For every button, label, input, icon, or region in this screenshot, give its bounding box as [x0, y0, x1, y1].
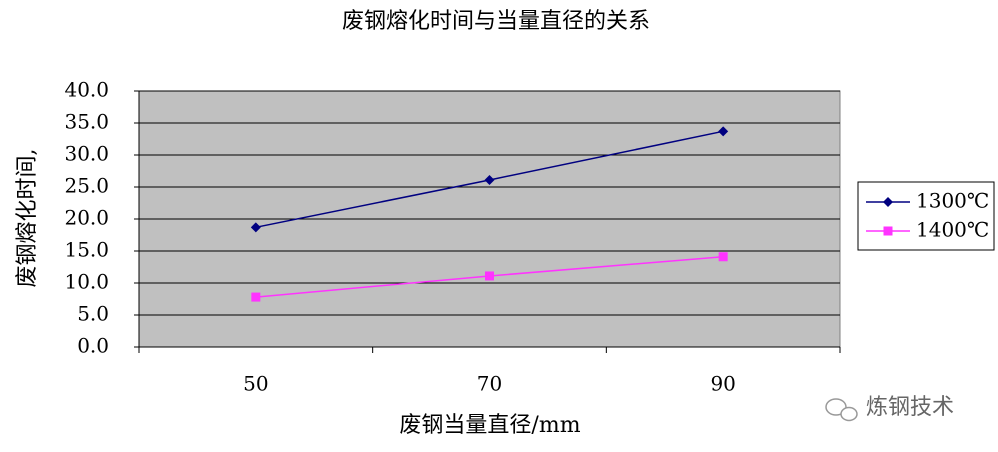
x-tick-label: 90 — [710, 372, 735, 396]
marker — [883, 226, 893, 236]
watermark: 炼钢技术 — [866, 395, 954, 420]
legend-label: 1400℃ — [916, 218, 989, 242]
y-tick-label: 0.0 — [77, 334, 109, 358]
y-tick-label: 20.0 — [64, 206, 109, 230]
legend-box — [857, 181, 995, 251]
marker — [485, 271, 494, 281]
y-tick-label: 40.0 — [64, 78, 109, 102]
y-axis-title: 废钢熔化时间, — [15, 149, 40, 288]
x-tick-label: 70 — [477, 372, 502, 396]
legend-label: 1300℃ — [916, 189, 989, 213]
y-tick-label: 5.0 — [77, 302, 109, 326]
marker — [883, 197, 893, 207]
y-tick-label: 25.0 — [64, 174, 109, 198]
watermark-icon — [825, 398, 858, 422]
marker — [484, 174, 495, 185]
marker — [718, 126, 729, 137]
chart-title: 废钢熔化时间与当量直径的关系 — [342, 9, 650, 34]
x-axis-title: 废钢当量直径/mm — [399, 413, 580, 438]
marker — [250, 222, 261, 233]
y-tick-label: 35.0 — [64, 110, 109, 134]
y-tick-label: 15.0 — [64, 238, 109, 262]
marker — [718, 252, 728, 262]
y-tick-label: 10.0 — [64, 270, 109, 294]
x-tick-label: 50 — [243, 372, 268, 396]
marker — [251, 292, 261, 302]
y-tick-label: 30.0 — [64, 142, 109, 166]
